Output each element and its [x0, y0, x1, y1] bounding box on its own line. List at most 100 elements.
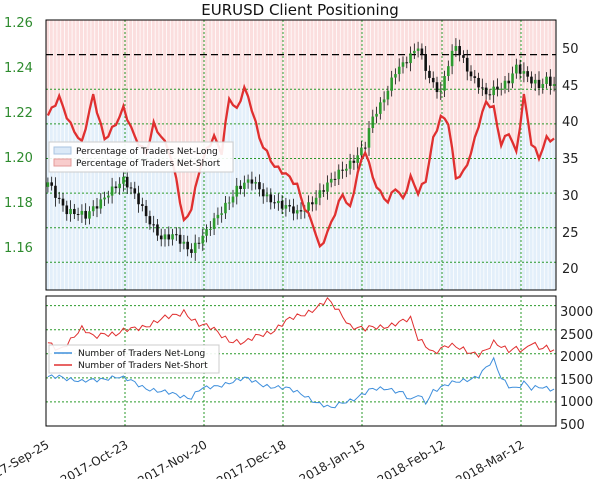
net-long-band: [253, 121, 257, 290]
net-long-band: [170, 163, 174, 290]
candle-up: [80, 210, 84, 215]
net-short-band: [110, 20, 114, 127]
net-short-band: [488, 20, 492, 108]
net-short-band: [484, 20, 488, 102]
x-tick-2018-jan-15: 2018-Jan-15: [297, 437, 368, 479]
candle-down: [526, 71, 529, 77]
net-short-band: [200, 20, 204, 161]
net-short-band: [151, 20, 155, 122]
candle-up: [295, 210, 299, 214]
net-short-band: [227, 20, 231, 99]
net-long-band: [389, 192, 393, 290]
net-long-band: [423, 181, 427, 290]
net-short-band: [314, 20, 318, 236]
net-short-band: [306, 20, 310, 214]
net-long-count-line: [47, 356, 555, 409]
net-short-band: [189, 20, 193, 210]
net-short-band: [261, 20, 265, 148]
net-long-band: [495, 127, 499, 290]
candle-down: [473, 76, 477, 78]
candle-down: [125, 176, 129, 188]
net-short-band: [61, 20, 65, 107]
legend-label-net-long-count: Number of Traders Net-Long: [78, 349, 205, 359]
net-short-band: [129, 20, 133, 127]
net-short-band: [367, 20, 371, 163]
net-short-band: [333, 20, 337, 216]
candle-up: [307, 202, 310, 211]
bottom-tick-1500: 1500: [560, 373, 593, 388]
candle-up: [515, 64, 518, 74]
net-short-band: [408, 20, 412, 176]
net-short-band: [231, 20, 235, 106]
candle-down: [144, 205, 148, 217]
net-long-percentage-line: [46, 83, 555, 249]
candle-up: [224, 202, 227, 214]
right-tick-25: 25: [562, 226, 579, 241]
candle-down: [311, 202, 314, 205]
net-short-band: [442, 20, 446, 119]
net-long-band: [533, 147, 537, 290]
net-short-band: [404, 20, 408, 191]
net-long-band: [333, 215, 337, 290]
net-long-band: [49, 107, 53, 290]
candle-down: [137, 193, 140, 205]
candle-down: [73, 208, 76, 215]
net-long-band: [401, 197, 405, 290]
net-long-band: [446, 124, 450, 290]
candle-down: [178, 234, 182, 244]
net-long-band: [340, 194, 344, 290]
net-long-band: [46, 115, 50, 290]
candle-up: [522, 71, 526, 74]
candle-up: [254, 182, 257, 184]
bottom-legend: Number of Traders Net-Long Number of Tra…: [48, 344, 220, 374]
net-short-band: [185, 20, 189, 217]
candle-down: [363, 147, 367, 149]
net-short-band: [291, 20, 295, 184]
net-short-band: [238, 20, 242, 102]
net-short-band: [420, 20, 424, 184]
net-short-band: [299, 20, 303, 198]
left-tick-1-16: 1.16: [4, 241, 33, 256]
candle-down: [190, 249, 193, 253]
net-long-band: [272, 166, 276, 290]
x-tick-2018-mar-12: 2018-Mar-12: [453, 437, 526, 479]
net-short-band: [234, 20, 238, 108]
net-short-band: [114, 20, 118, 126]
candle-down: [469, 71, 473, 77]
net-short-band: [310, 20, 314, 224]
net-short-band: [389, 20, 393, 193]
net-long-band: [197, 173, 201, 290]
bottom-tick-2000: 2000: [560, 350, 593, 365]
net-long-band: [166, 152, 170, 290]
net-long-band: [182, 220, 186, 290]
candle-down: [549, 76, 552, 86]
net-long-band: [491, 106, 495, 290]
candle-up: [193, 242, 197, 253]
legend-label-net-short-count: Number of Traders Net-Short: [78, 361, 208, 371]
net-short-band: [91, 20, 95, 95]
net-short-band: [480, 20, 484, 112]
net-short-band: [102, 20, 106, 140]
net-short-band: [352, 20, 356, 193]
net-long-band: [499, 145, 503, 290]
left-tick-1-24: 1.24: [4, 61, 33, 76]
net-long-band: [265, 150, 269, 290]
net-long-band: [480, 111, 484, 290]
candle-up: [337, 169, 341, 180]
net-short-band: [170, 20, 174, 164]
net-long-band: [518, 126, 522, 290]
net-long-band: [435, 130, 439, 290]
net-short-band: [450, 20, 454, 148]
net-short-band: [140, 20, 144, 147]
candle-down: [141, 204, 144, 206]
net-long-band: [382, 198, 386, 290]
candle-up: [201, 235, 205, 244]
net-short-band: [117, 20, 121, 117]
net-short-band: [68, 20, 72, 123]
net-long-band: [442, 118, 446, 290]
candle-up: [46, 182, 50, 187]
net-short-band: [72, 20, 76, 132]
candle-down: [462, 55, 465, 58]
candle-up: [284, 205, 288, 209]
net-long-band: [261, 147, 265, 290]
